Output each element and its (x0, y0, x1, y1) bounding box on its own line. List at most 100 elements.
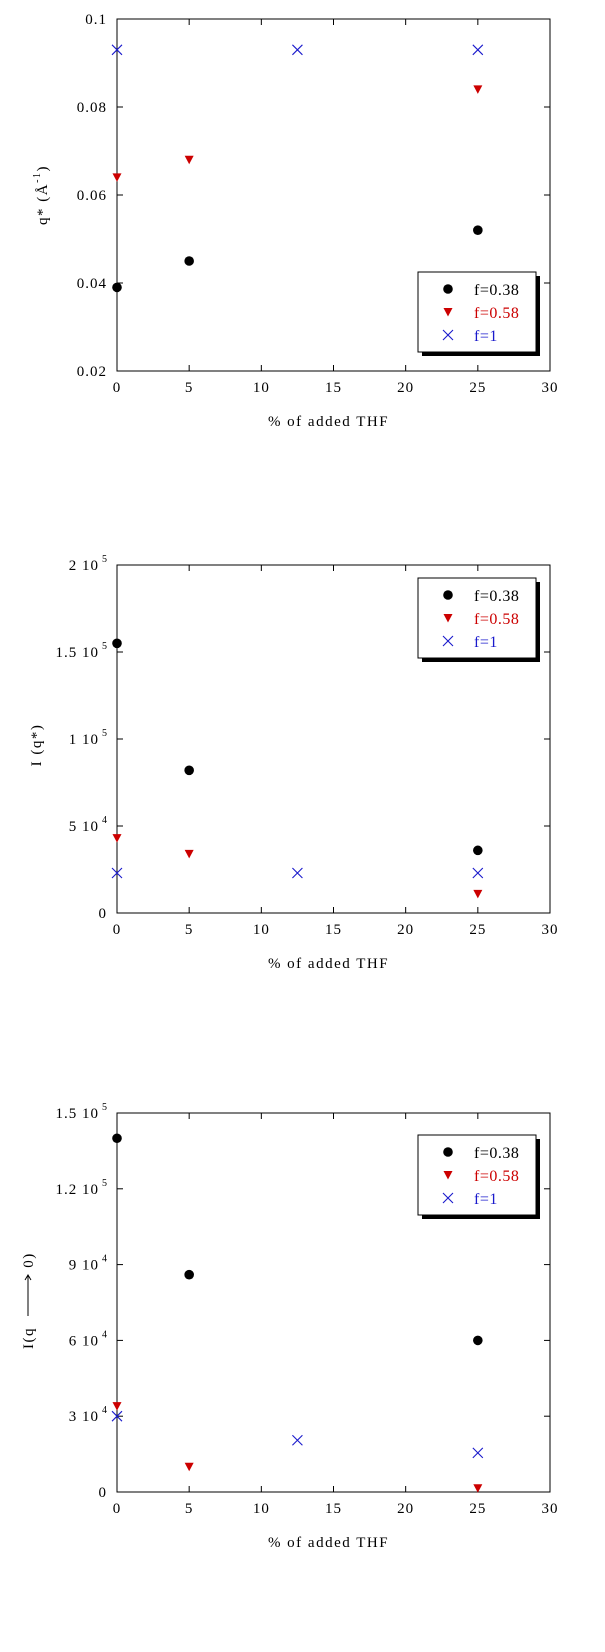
x-tick-label: 10 (253, 380, 270, 396)
data-point (292, 44, 303, 56)
legend-marker (442, 1192, 454, 1204)
data-point (184, 256, 194, 266)
y-tick-exponent: 5 (102, 728, 107, 739)
y-tick-exponent: 4 (102, 1254, 107, 1265)
legend-marker (443, 614, 453, 623)
data-point (112, 638, 122, 649)
data-point (112, 1402, 122, 1411)
data-point (112, 834, 122, 843)
x-tick-label: 25 (469, 1501, 486, 1517)
legend-box (417, 271, 537, 353)
data-point (472, 867, 484, 879)
data-point (472, 44, 484, 56)
data-point (112, 282, 122, 293)
data-point (473, 85, 483, 94)
x-tick-label: 25 (469, 380, 486, 396)
y-tick-label: 0.06 (77, 188, 107, 204)
y-tick-exponent: 4 (102, 1405, 107, 1416)
y-tick-label: 0.02 (77, 364, 107, 380)
legend-label: f=0.58 (474, 305, 519, 322)
y-tick-exponent: 5 (102, 1178, 107, 1189)
x-tick-label: 10 (253, 922, 270, 938)
x-tick-label: 15 (325, 922, 342, 938)
y-axis-label-text: q* (Å-1) (32, 165, 51, 225)
x-axis-label: % of added THF (268, 1535, 389, 1551)
y-tick-label: 0.08 (77, 100, 107, 116)
legend-marker (443, 1147, 453, 1157)
arrow-head-icon (24, 1274, 32, 1281)
legend-marker (442, 329, 454, 341)
legend-label: f=0.38 (474, 588, 519, 605)
y-tick-label: 1.5 10 (56, 645, 100, 661)
x-tick-label: 30 (542, 1501, 559, 1517)
y-tick-label: 6 10 (69, 1333, 99, 1349)
legend-label: f=1 (474, 634, 498, 651)
legend-marker (443, 1171, 453, 1180)
x-axis-label: % of added THF (268, 414, 389, 430)
data-point (292, 867, 303, 879)
data-point (111, 44, 123, 56)
y-tick-label: 3 10 (69, 1409, 99, 1425)
x-tick-label: 5 (185, 380, 194, 396)
y-tick-exponent: 5 (102, 554, 107, 565)
y-tick-label: 1.5 10 (56, 1106, 100, 1122)
y-axis-label-text: I(q (21, 1327, 37, 1349)
data-point (184, 1462, 194, 1472)
y-tick-label: 0.1 (85, 12, 107, 28)
y-axis-label-text: I (q*) (29, 724, 45, 767)
x-tick-label: 0 (113, 922, 122, 938)
x-tick-label: 20 (397, 380, 414, 396)
data-point (473, 1335, 483, 1346)
legend-marker (442, 635, 454, 647)
y-axis-label: q* (Å-1) (32, 165, 51, 225)
y-tick-label: 0 (99, 1485, 108, 1501)
x-tick-label: 15 (325, 380, 342, 396)
data-point (112, 1133, 122, 1144)
x-tick-label: 20 (397, 922, 414, 938)
legend-label: f=0.58 (474, 611, 519, 628)
data-point (473, 225, 483, 235)
data-point (184, 155, 194, 165)
data-point (111, 1410, 123, 1422)
legend-label: f=0.38 (474, 282, 519, 299)
y-axis-label: I (q*) (29, 724, 45, 767)
y-tick-label: 0 (99, 906, 108, 922)
chart-panel-1: 0 5 10 15 20 25 30 0.02 0.04 0.06 0.08 0.1 % of adde… (32, 12, 559, 430)
y-tick-label: 2 10 (69, 558, 99, 574)
x-tick-label: 15 (325, 1501, 342, 1517)
data-point (184, 765, 194, 776)
y-tick-exponent: 4 (102, 1329, 107, 1340)
y-tick-label: 9 10 (69, 1258, 99, 1274)
data-point (184, 1269, 194, 1280)
legend-box (417, 1134, 537, 1216)
y-tick-label: 1 10 (69, 732, 99, 748)
y-tick-label: 0.04 (77, 276, 107, 292)
legend-marker (443, 590, 453, 600)
data-point (473, 1484, 483, 1493)
data-point (472, 1447, 484, 1459)
legend-label: f=0.38 (474, 1145, 519, 1162)
x-tick-label: 30 (542, 922, 559, 938)
x-tick-label: 0 (113, 1501, 122, 1517)
y-tick-exponent: 4 (102, 815, 107, 826)
data-point (292, 1434, 303, 1446)
x-tick-label: 10 (253, 1501, 270, 1517)
data-point (111, 867, 123, 879)
legend-label: f=1 (474, 1191, 498, 1208)
y-axis-label-text: 0) (21, 1252, 37, 1268)
legend-label: f=1 (474, 328, 498, 345)
x-tick-label: 25 (469, 922, 486, 938)
data-point (184, 849, 194, 859)
legend-marker (443, 308, 453, 317)
y-tick-exponent: 5 (102, 1102, 107, 1113)
x-tick-label: 5 (185, 922, 194, 938)
x-tick-label: 30 (542, 380, 559, 396)
legend-box (417, 577, 537, 659)
y-tick-label: 1.2 10 (56, 1182, 100, 1198)
data-point (112, 173, 122, 182)
legend-marker (443, 284, 453, 294)
x-tick-label: 5 (185, 1501, 194, 1517)
